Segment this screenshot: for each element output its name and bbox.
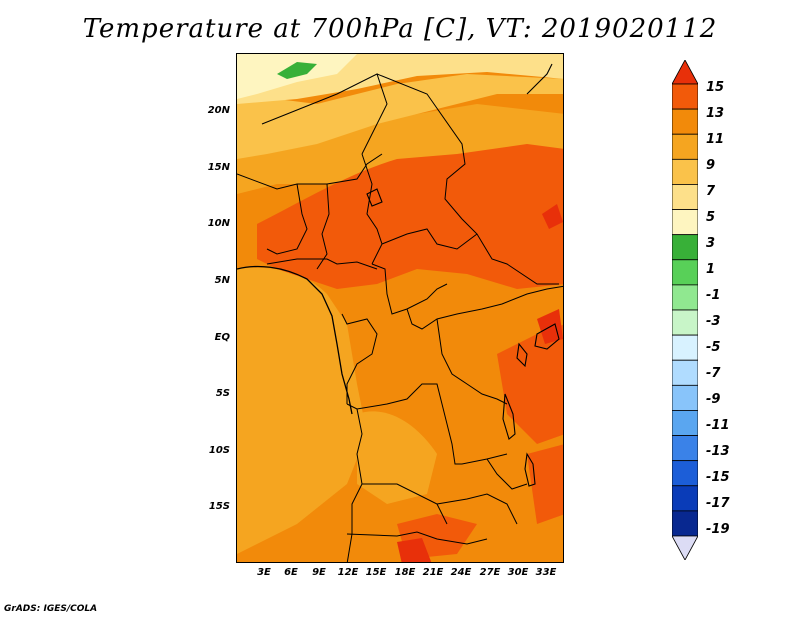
colorbar-segment xyxy=(672,334,698,361)
colorbar xyxy=(672,60,698,560)
lake-chad xyxy=(366,188,383,207)
border-line xyxy=(371,263,448,315)
colorbar-label: 7 xyxy=(706,184,716,199)
colorbar-segment xyxy=(672,384,698,411)
colorbar-segment xyxy=(672,284,698,311)
colorbar-label: -13 xyxy=(706,444,730,459)
border-line xyxy=(436,318,508,405)
colorbar-segment xyxy=(672,259,698,286)
colorbar-segment xyxy=(672,184,698,210)
band-13-15-spot-2 xyxy=(397,538,432,562)
colorbar-label: -19 xyxy=(706,522,730,537)
border-line xyxy=(261,73,388,155)
colorbar-label: 1 xyxy=(706,262,716,277)
colorbar-segment xyxy=(672,460,698,487)
lat-label-10n: 10N xyxy=(207,218,230,229)
band-11-13-sahel xyxy=(257,144,563,289)
colorbar-segment xyxy=(672,309,698,336)
lat-label-15n: 15N xyxy=(207,162,230,173)
map-plot-area xyxy=(236,53,564,563)
lat-label-eq: EQ xyxy=(214,332,230,343)
border-line xyxy=(341,313,378,404)
colorbar-label: 13 xyxy=(706,106,725,121)
lon-label-15e: 15E xyxy=(365,567,387,578)
colorbar-label: -9 xyxy=(706,392,721,407)
colorbar-label: -3 xyxy=(706,314,721,329)
lon-label-6e: 6E xyxy=(284,567,298,578)
lon-label-18e: 18E xyxy=(394,567,416,578)
border-line xyxy=(376,73,559,285)
colorbar-label: -15 xyxy=(706,470,730,485)
border-line xyxy=(266,183,308,255)
lakes xyxy=(366,188,560,487)
colorbar-segment xyxy=(672,209,698,236)
colorbar-segment xyxy=(672,510,698,537)
colorbar-segment xyxy=(672,359,698,386)
colorbar-segment xyxy=(672,108,698,135)
lon-label-21e: 21E xyxy=(422,567,444,578)
colorbar-label: -11 xyxy=(706,418,730,433)
colorbar-label: -7 xyxy=(706,366,721,381)
country-borders xyxy=(237,73,563,562)
grads-credit: GrADS: IGES/COLA xyxy=(4,604,98,614)
colorbar-top-arrow xyxy=(672,60,698,85)
colorbar-label: -1 xyxy=(706,288,721,303)
colorbar-segment xyxy=(672,83,698,110)
lon-label-3e: 3E xyxy=(257,567,271,578)
lon-label-12e: 12E xyxy=(337,567,359,578)
colorbar-segment xyxy=(672,158,698,185)
band-13-15-spot-1 xyxy=(542,204,563,229)
border-line xyxy=(266,258,378,270)
temperature-field xyxy=(237,54,563,562)
colorbar-label: 5 xyxy=(706,210,716,225)
colorbar-label: 3 xyxy=(706,236,716,251)
map-title: Temperature at 700hPa [C], VT: 201902011… xyxy=(82,14,718,44)
colorbar-bottom-arrow xyxy=(672,535,698,560)
colorbar-segment xyxy=(672,234,698,261)
band-1-3 xyxy=(277,62,317,79)
band-5-7 xyxy=(237,74,563,159)
lon-label-9e: 9E xyxy=(312,567,326,578)
lake-tanganyika xyxy=(502,393,516,440)
colorbar-segment xyxy=(672,485,698,512)
colorbar-label: 9 xyxy=(706,158,716,173)
colorbar-segment xyxy=(672,410,698,436)
lat-label-15s: 15S xyxy=(208,501,230,512)
colorbar-label: -17 xyxy=(706,496,730,511)
lake-malawi xyxy=(524,452,536,487)
lake-victoria xyxy=(534,323,560,350)
border-line xyxy=(406,285,563,330)
colorbar-segment xyxy=(672,435,698,462)
lat-label-10s: 10S xyxy=(208,445,230,456)
band-7-9-north xyxy=(237,104,563,194)
lon-label-27e: 27E xyxy=(479,567,501,578)
lon-label-24e: 24E xyxy=(450,567,472,578)
band-7-9-west xyxy=(237,267,367,554)
lon-label-30e: 30E xyxy=(507,567,529,578)
colorbar-segment xyxy=(672,133,698,160)
border-line xyxy=(346,383,508,465)
red-sea-coast xyxy=(526,63,553,95)
lat-label-5s: 5S xyxy=(215,388,230,399)
band-7-9-central xyxy=(357,411,437,504)
border-line xyxy=(381,228,478,250)
lat-label-5n: 5N xyxy=(214,275,230,286)
colorbar-label: 11 xyxy=(706,132,725,147)
coastline xyxy=(237,265,353,415)
band-11-13-southeast xyxy=(527,444,563,524)
lat-label-20n: 20N xyxy=(207,105,230,116)
border-line xyxy=(361,153,383,265)
border-line xyxy=(362,483,448,525)
border-line xyxy=(436,493,518,525)
lake-albert xyxy=(516,342,528,368)
border-line xyxy=(486,458,528,490)
border-line xyxy=(346,531,488,545)
colorbar-label: -5 xyxy=(706,340,721,355)
lon-label-33e: 33E xyxy=(535,567,557,578)
colorbar-label: 15 xyxy=(706,80,725,95)
